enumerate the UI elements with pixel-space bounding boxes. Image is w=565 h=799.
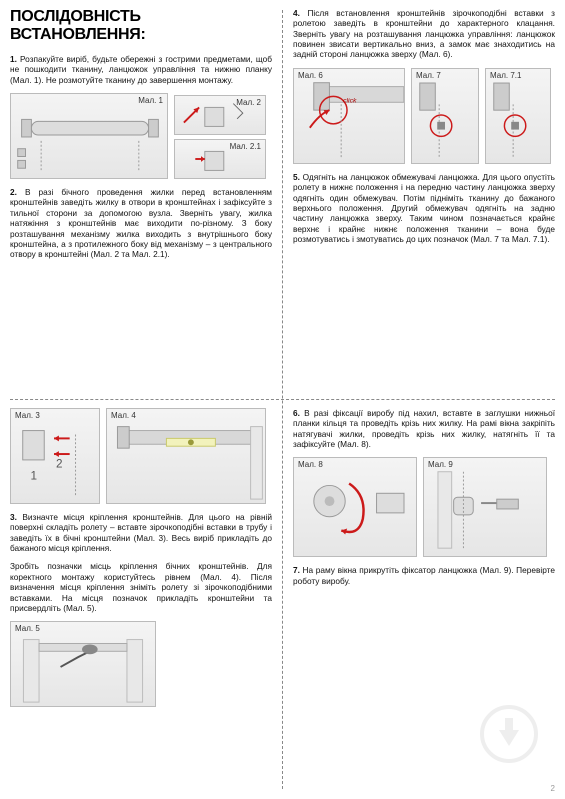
figure-5: Мал. 5 [10, 621, 156, 707]
watermark-icon [479, 704, 539, 769]
step-3a: 3. Визначте місця кріплення кронштейнів.… [10, 512, 272, 553]
step-4-text: Після встановлення кронштейнів зірочкопо… [293, 8, 555, 59]
fig-row-6: Мал. 8 Мал. 9 [293, 457, 555, 557]
fig-3-svg: 1 2 [11, 409, 99, 503]
fig-row-3: Мал. 3 1 2 Мал. 4 [10, 408, 272, 504]
step-2: 2. В разі бічного проведення жилки перед… [10, 187, 272, 260]
quadrant-1: ПОСЛІДОВНІСТЬ ВСТАНОВЛЕННЯ: 1. Розпакуйт… [0, 0, 282, 399]
step-7: 7. На раму вікна прикрутіть фіксатор лан… [293, 565, 555, 586]
fig-row-1: Мал. 1 Мал. 2 [10, 93, 272, 179]
fig-row-4: Мал. 6 click Мал. 7 [293, 68, 555, 164]
step-4: 4. Після встановлення кронштейнів зірочк… [293, 8, 555, 60]
fig-9-svg [424, 458, 546, 556]
step-3a-text: Визначте місця кріплення кронштейнів. Дл… [10, 512, 272, 553]
figure-3: Мал. 3 1 2 [10, 408, 100, 504]
step-6-text: В разі фіксації виробу під нахил, вставт… [293, 408, 555, 449]
step-5: 5. Одягніть на ланцюжок обмежувачі ланцю… [293, 172, 555, 245]
fig-col-2: Мал. 2 Мал. 2.1 [174, 95, 266, 179]
step-7-text: На раму вікна прикрутіть фіксатор ланцюж… [293, 565, 555, 585]
step-6: 6. В разі фіксації виробу під нахил, вст… [293, 408, 555, 449]
step-5-text: Одягніть на ланцюжок обмежувачі ланцюжка… [293, 172, 555, 244]
installation-instructions-page: ПОСЛІДОВНІСТЬ ВСТАНОВЛЕННЯ: 1. Розпакуйт… [0, 0, 565, 799]
figure-2: Мал. 2 [174, 95, 266, 135]
figure-7-1: Мал. 7.1 [485, 68, 551, 164]
fig-row-5: Мал. 5 [10, 621, 272, 707]
page-title: ПОСЛІДОВНІСТЬ ВСТАНОВЛЕННЯ: [10, 8, 272, 44]
figure-1: Мал. 1 [10, 93, 168, 179]
fig-8-svg [294, 458, 416, 556]
svg-text:1: 1 [31, 469, 38, 482]
fig-4-svg [107, 409, 265, 503]
step-3b: Зробіть позначки місць кріплення бічних … [10, 561, 272, 613]
fig-5-svg [11, 622, 155, 706]
fig-71-svg [486, 69, 550, 163]
step-2-text: В разі бічного проведення жилки перед вс… [10, 187, 272, 259]
click-label: click [343, 97, 357, 104]
figure-7: Мал. 7 [411, 68, 479, 164]
fig-7-svg [412, 69, 478, 163]
step-3b-text: Зробіть позначки місць кріплення бічних … [10, 561, 272, 612]
figure-4: Мал. 4 [106, 408, 266, 504]
svg-text:2: 2 [56, 458, 63, 471]
page-number: 2 [551, 784, 555, 793]
fig-2-svg [175, 96, 265, 134]
figure-9: Мал. 9 [423, 457, 547, 557]
step-1: 1. Розпакуйте виріб, будьте обережні з г… [10, 54, 272, 85]
quad-grid: ПОСЛІДОВНІСТЬ ВСТАНОВЛЕННЯ: 1. Розпакуйт… [0, 0, 565, 799]
quadrant-3: Мал. 3 1 2 Мал. 4 [0, 400, 282, 799]
fig-1-svg [11, 94, 167, 178]
fig-6-svg: click [294, 69, 404, 163]
figure-6: Мал. 6 click [293, 68, 405, 164]
quadrant-2: 4. Після встановлення кронштейнів зірочк… [283, 0, 565, 399]
figure-8: Мал. 8 [293, 457, 417, 557]
step-1-text: Розпакуйте виріб, будьте обережні з гост… [10, 54, 272, 85]
figure-2-1: Мал. 2.1 [174, 139, 266, 179]
fig-21-svg [175, 140, 265, 178]
